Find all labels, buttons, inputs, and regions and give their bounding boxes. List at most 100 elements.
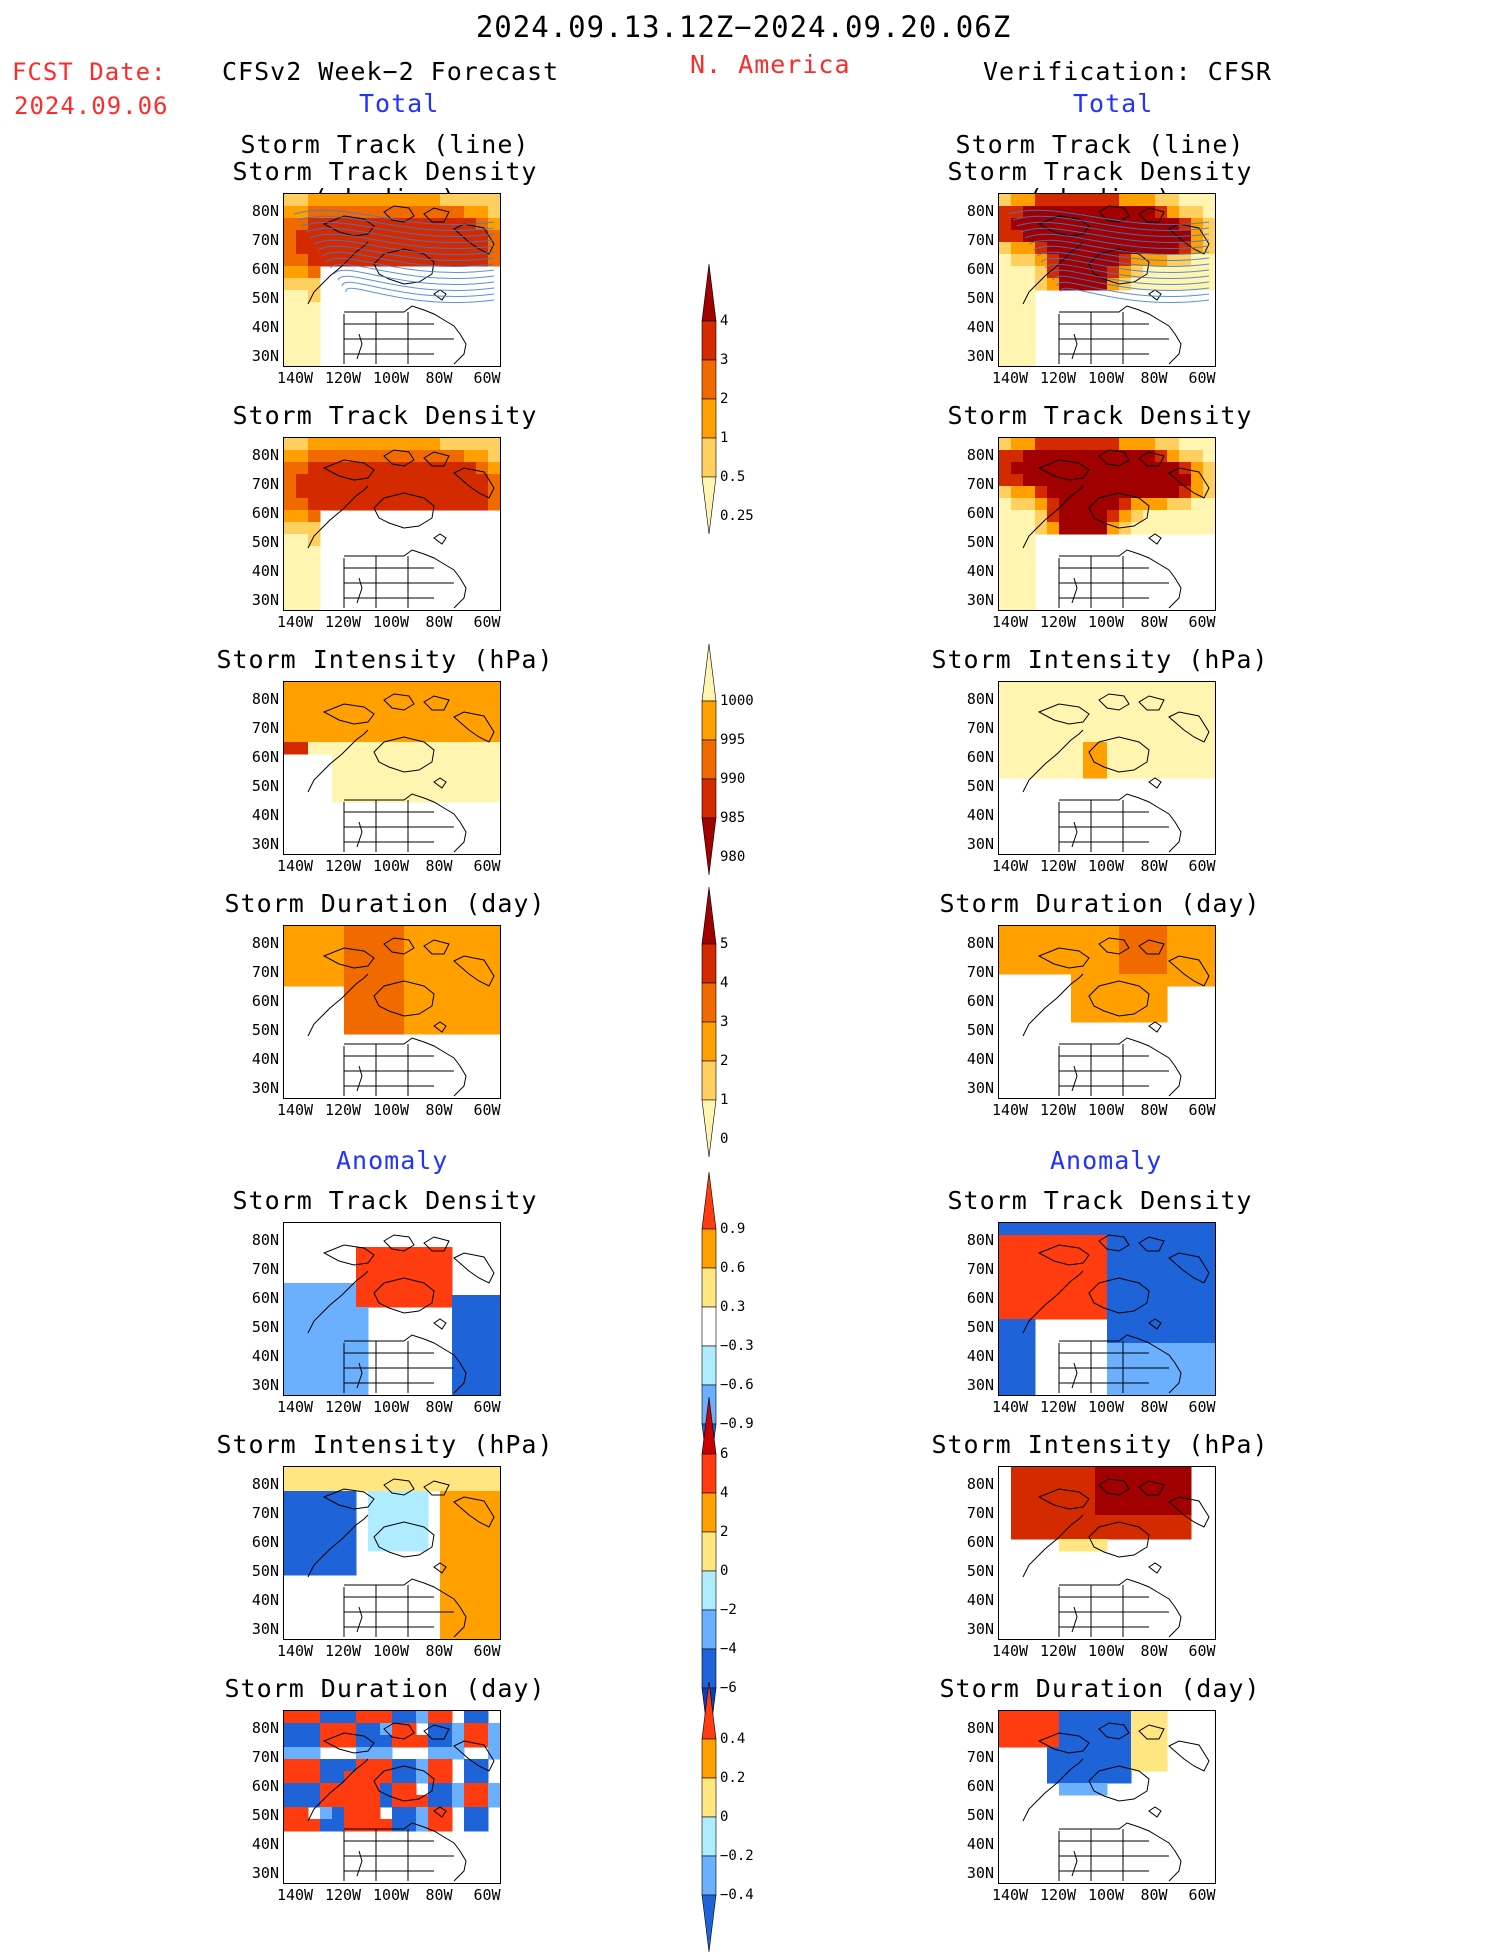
lat-tick-label: 60N (966, 260, 994, 278)
lat-tick-label: 80N (251, 1475, 279, 1493)
panel-title-anom-density-right: Storm Track Density (947, 1186, 1253, 1215)
lon-tick-label: 80W (425, 857, 453, 875)
lat-tick-label: 50N (966, 533, 994, 551)
lon-tick-label: 140W (276, 1642, 314, 1660)
lon-tick-label: 100W (372, 1101, 410, 1119)
colorbar-anom-density: 0.9 0.6 0.3 −0.3 −0.6 −0.9 (700, 1170, 754, 1487)
lat-tick-label: 40N (251, 1347, 279, 1365)
lat-tick-label: 50N (251, 777, 279, 795)
colorbar-tick-label: −0.2 (720, 1848, 754, 1864)
lon-tick-label: 60W (473, 1101, 501, 1119)
lat-tick-label: 30N (966, 1376, 994, 1394)
lon-tick-label: 100W (1087, 1398, 1125, 1416)
lat-tick-label: 80N (966, 934, 994, 952)
lat-tick-label: 60N (966, 1289, 994, 1307)
lat-tick-label: 40N (251, 806, 279, 824)
lon-tick-label: 120W (324, 613, 362, 631)
lat-tick-label: 30N (966, 1864, 994, 1882)
lat-tick-label: 60N (966, 992, 994, 1010)
lon-tick-label: 60W (473, 613, 501, 631)
colorbar-tick-label: 0 (720, 1809, 729, 1825)
lon-tick-label: 140W (991, 369, 1029, 387)
lon-tick-label: 80W (1140, 1101, 1168, 1119)
map-verif-track (998, 193, 1216, 367)
lon-tick-label: 60W (473, 369, 501, 387)
lat-tick-label: 70N (251, 1748, 279, 1766)
colorbar-tick-label: 0.6 (720, 1260, 746, 1276)
lat-tick-label: 30N (966, 1620, 994, 1638)
lon-tick-label: 80W (425, 369, 453, 387)
colorbar-tick-label: 4 (720, 313, 729, 329)
lat-tick-label: 60N (251, 992, 279, 1010)
lat-tick-label: 80N (966, 446, 994, 464)
lon-tick-label: 80W (425, 613, 453, 631)
colorbar-tick-label: 2 (720, 1524, 729, 1540)
panel-title-duration-right: Storm Duration (day) (939, 889, 1261, 918)
lat-tick-label: 30N (966, 1079, 994, 1097)
colorbar-tick-label: 980 (720, 849, 746, 865)
panel-title-anom-intensity-right: Storm Intensity (hPa) (931, 1430, 1269, 1459)
colorbar-tick-label: −0.4 (720, 1887, 754, 1903)
lon-tick-label: 120W (324, 857, 362, 875)
lat-tick-label: 70N (251, 1260, 279, 1278)
panel-title-anom-duration-right: Storm Duration (day) (939, 1674, 1261, 1703)
panel-title-intensity-right: Storm Intensity (hPa) (931, 645, 1269, 674)
map-fcst-density (283, 437, 501, 611)
lat-tick-label: 80N (251, 202, 279, 220)
colorbar-total-density: 4 3 2 1 0.5 0.25 (700, 262, 754, 540)
lat-tick-label: 70N (251, 231, 279, 249)
lat-tick-label: 60N (251, 1777, 279, 1795)
lat-tick-label: 80N (251, 1719, 279, 1737)
lon-tick-label: 140W (276, 1886, 314, 1904)
lon-tick-label: 100W (372, 613, 410, 631)
colorbar-tick-label: −4 (720, 1641, 737, 1657)
lat-tick-label: 50N (966, 289, 994, 307)
colorbar-tick-label: −2 (720, 1602, 737, 1618)
lat-tick-label: 50N (251, 1562, 279, 1580)
lat-tick-label: 30N (251, 835, 279, 853)
lat-tick-label: 40N (966, 1050, 994, 1068)
lon-tick-label: 80W (425, 1398, 453, 1416)
colorbar-tick-label: 3 (720, 1014, 729, 1030)
lon-tick-label: 140W (276, 369, 314, 387)
lon-tick-label: 120W (1039, 857, 1077, 875)
colorbar-tick-label: 4 (720, 1485, 729, 1501)
lat-tick-label: 30N (966, 347, 994, 365)
lat-tick-label: 40N (251, 1591, 279, 1609)
lon-tick-label: 80W (1140, 369, 1168, 387)
lat-tick-label: 70N (966, 719, 994, 737)
panel-title-anom-duration-left: Storm Duration (day) (224, 1674, 546, 1703)
colorbar-tick-label: 5 (720, 936, 729, 952)
map-fcst-duration (283, 925, 501, 1099)
lon-tick-label: 100W (372, 1886, 410, 1904)
colorbar-tick-label: 985 (720, 810, 746, 826)
lat-tick-label: 70N (966, 475, 994, 493)
map-verif-anom-density (998, 1222, 1216, 1396)
lat-tick-label: 50N (251, 289, 279, 307)
lat-tick-label: 30N (251, 1620, 279, 1638)
anomaly-label-right: Anomaly (1050, 1146, 1163, 1175)
lat-tick-label: 70N (251, 719, 279, 737)
lat-tick-label: 70N (966, 1748, 994, 1766)
region-label: N. America (690, 50, 851, 79)
lon-tick-label: 100W (372, 1642, 410, 1660)
lon-tick-label: 60W (1188, 1101, 1216, 1119)
lat-tick-label: 60N (966, 504, 994, 522)
lon-tick-label: 140W (991, 613, 1029, 631)
colorbar-tick-label: 0 (720, 1563, 729, 1579)
total-label-right: Total (1073, 89, 1154, 118)
colorbar-tick-label: 1 (720, 430, 729, 446)
lat-tick-label: 80N (966, 690, 994, 708)
lon-tick-label: 60W (1188, 613, 1216, 631)
colorbar-tick-label: −6 (720, 1680, 737, 1696)
lat-tick-label: 60N (251, 504, 279, 522)
lon-tick-label: 120W (1039, 1642, 1077, 1660)
colorbar-tick-label: 0 (720, 1131, 729, 1147)
colorbar-tick-label: −0.9 (720, 1416, 754, 1432)
lat-tick-label: 40N (966, 562, 994, 580)
colorbar-tick-label: 995 (720, 732, 746, 748)
map-fcst-anom-density (283, 1222, 501, 1396)
lon-tick-label: 120W (324, 1886, 362, 1904)
lat-tick-label: 60N (251, 1533, 279, 1551)
lat-tick-label: 50N (966, 1021, 994, 1039)
